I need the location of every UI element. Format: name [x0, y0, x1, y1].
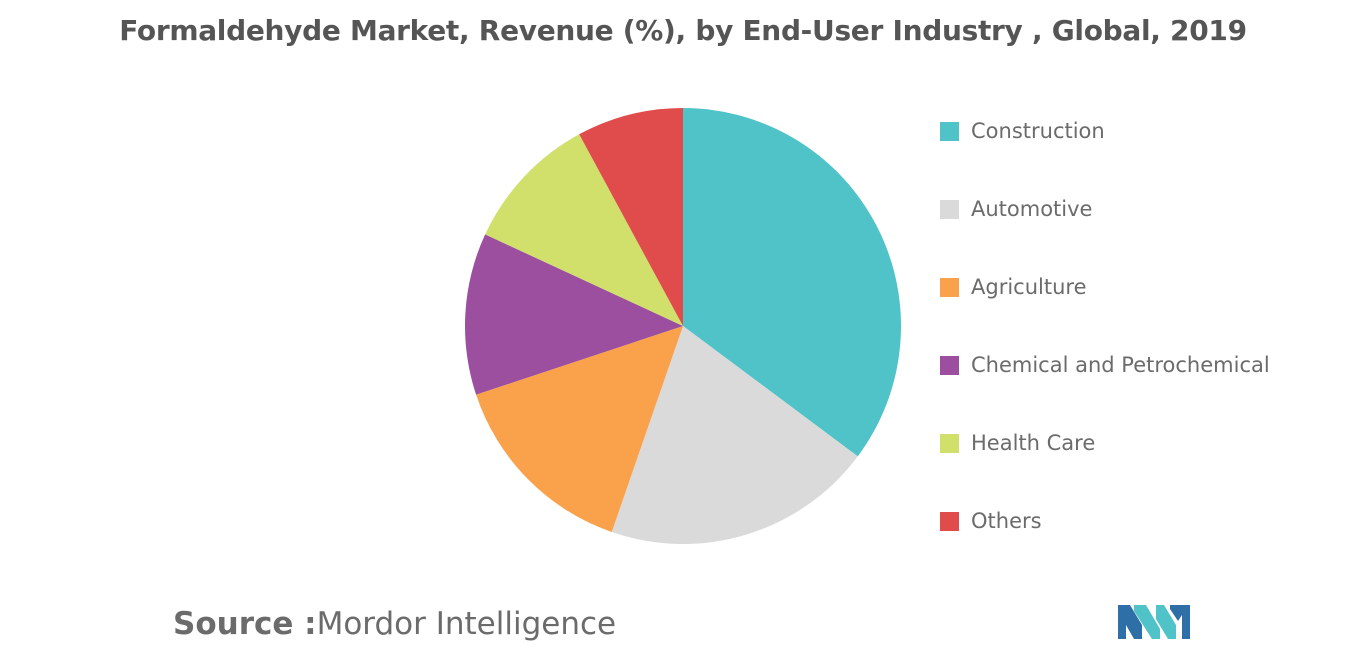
pie-slice-health-care	[485, 134, 683, 326]
legend-label-others: Others	[971, 509, 1042, 533]
source-prefix: Source :	[173, 606, 317, 642]
pie-slice-others	[579, 108, 683, 326]
legend-item-chemical-and-petrochemical: Chemical and Petrochemical	[940, 348, 1270, 382]
legend-swatch-chemical-and-petrochemical	[940, 355, 959, 375]
legend-item-automotive: Automotive	[940, 192, 1092, 226]
legend-swatch-automotive	[940, 199, 959, 219]
source-name: Mordor Intelligence	[316, 606, 617, 642]
legend-swatch-others	[940, 511, 959, 531]
pie-slice-construction	[683, 108, 901, 457]
legend-label-chemical-and-petrochemical: Chemical and Petrochemical	[971, 353, 1270, 377]
legend-swatch-health-care	[940, 433, 959, 453]
chart-title: Formaldehyde Market, Revenue (%), by End…	[119, 14, 1247, 47]
legend-label-health-care: Health Care	[971, 431, 1096, 455]
legend-item-health-care: Health Care	[940, 426, 1095, 460]
mordor-intelligence-logo-icon	[1118, 605, 1190, 639]
legend-swatch-agriculture	[940, 277, 959, 297]
legend-item-construction: Construction	[940, 114, 1105, 148]
pie-slice-chemical-and-petrochemical	[465, 234, 683, 395]
legend-item-agriculture: Agriculture	[940, 270, 1087, 304]
legend-label-construction: Construction	[971, 119, 1105, 143]
legend-label-automotive: Automotive	[971, 197, 1093, 221]
legend-swatch-construction	[940, 121, 959, 141]
source-note: Source :Mordor Intelligence	[173, 606, 616, 642]
legend-item-others: Others	[940, 504, 1042, 538]
pie-slice-automotive	[611, 326, 858, 544]
legend-label-agriculture: Agriculture	[971, 275, 1087, 299]
pie-slice-agriculture	[476, 326, 683, 533]
